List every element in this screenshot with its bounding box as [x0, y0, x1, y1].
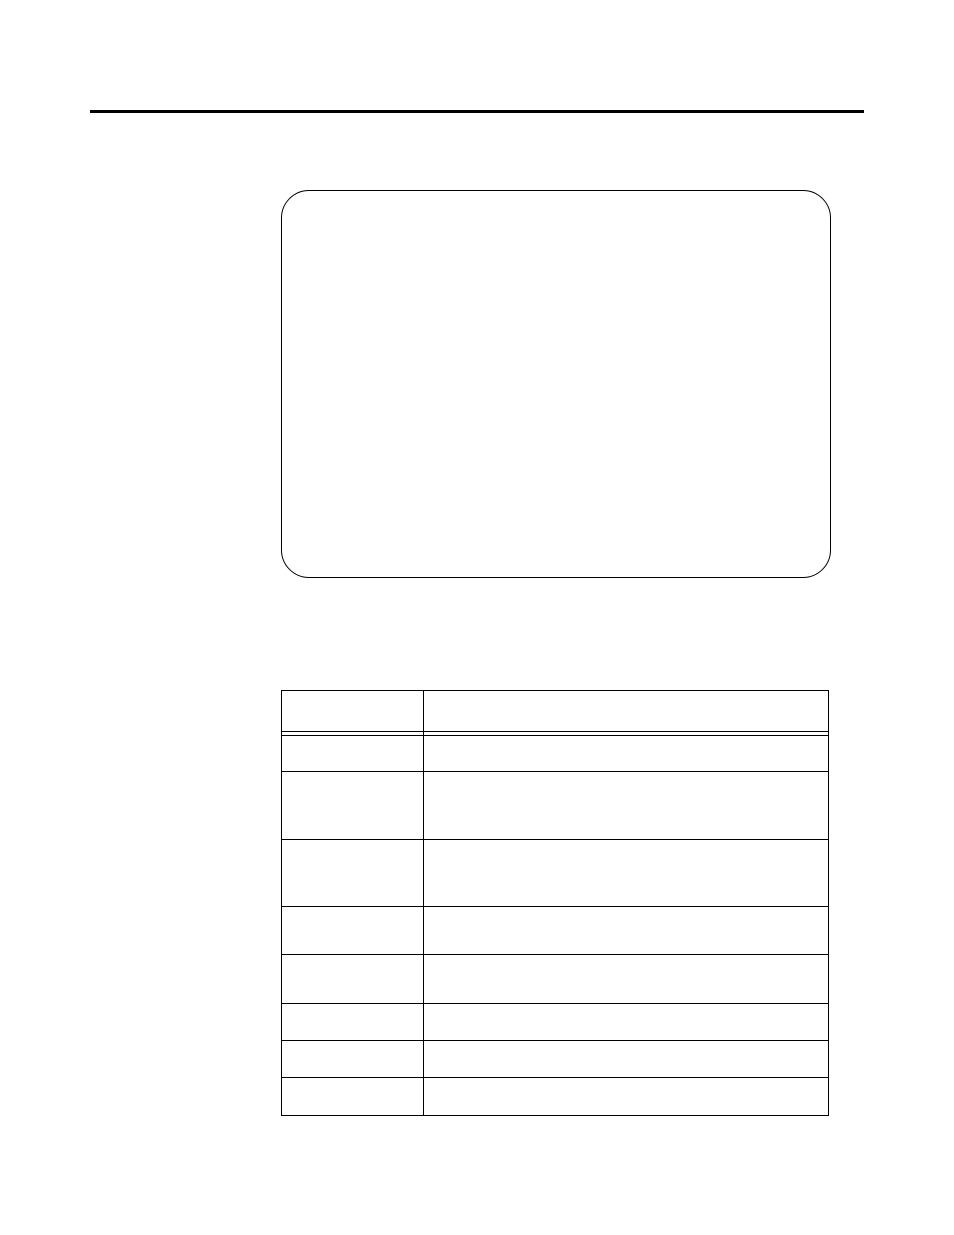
table-cell [282, 772, 424, 840]
table-row [282, 1041, 829, 1078]
data-table [281, 690, 829, 1116]
table-cell [424, 955, 829, 1004]
table-row [282, 1004, 829, 1041]
table-cell [424, 691, 829, 732]
table-cell [282, 1078, 424, 1116]
table-cell [424, 907, 829, 955]
table-cell [424, 1078, 829, 1116]
table-row [282, 955, 829, 1004]
table-cell [282, 840, 424, 907]
table-cell [424, 736, 829, 772]
table-cell [424, 1004, 829, 1041]
table-cell [282, 736, 424, 772]
table-cell [424, 772, 829, 840]
table-cell [424, 840, 829, 907]
table-row [282, 907, 829, 955]
table-cell [282, 907, 424, 955]
table-cell [282, 1004, 424, 1041]
table-row [282, 1078, 829, 1116]
table-row [282, 840, 829, 907]
rounded-panel [281, 190, 831, 578]
table-cell [282, 955, 424, 1004]
table-row [282, 691, 829, 732]
table-cell [282, 1041, 424, 1078]
header-rule [90, 110, 864, 113]
table-cell [282, 691, 424, 732]
table-row [282, 772, 829, 840]
table-cell [424, 1041, 829, 1078]
table-row [282, 736, 829, 772]
